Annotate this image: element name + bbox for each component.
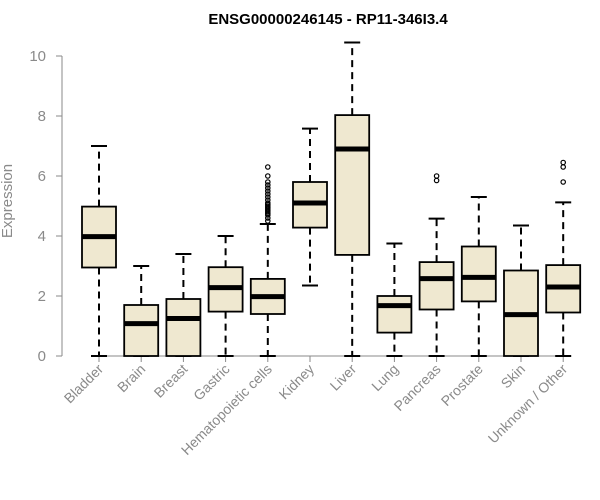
box-group — [334, 41, 371, 357]
x-tick-label: Skin — [498, 361, 529, 392]
x-tick-label: Bladder — [61, 361, 107, 407]
outlier-point — [264, 191, 271, 197]
box-group — [123, 265, 160, 357]
box-iqr — [334, 114, 371, 256]
y-tick-label: 2 — [38, 288, 46, 305]
y-tick-label: 4 — [38, 228, 46, 245]
box-iqr — [123, 304, 160, 357]
box-iqr — [460, 245, 497, 303]
x-tick-label: Brain — [114, 361, 148, 395]
outlier-point — [264, 173, 271, 179]
outlier-point — [560, 164, 567, 170]
box-group — [376, 242, 413, 357]
box-group — [249, 164, 286, 357]
outlier-point — [433, 177, 440, 184]
outlier-point — [264, 179, 271, 185]
outlier-point — [264, 182, 271, 188]
outlier-point — [264, 197, 271, 203]
x-tick-label: Breast — [151, 361, 191, 401]
box-group — [292, 127, 328, 287]
x-tick-label: Unknown / Other — [485, 361, 571, 447]
y-tick-label: 8 — [38, 108, 46, 125]
outlier-point — [264, 200, 271, 206]
box-group — [207, 235, 244, 357]
outlier-point — [264, 194, 271, 200]
outlier-point — [560, 159, 567, 166]
outlier-point — [560, 179, 567, 185]
y-tick-label: 10 — [29, 48, 46, 65]
y-tick-label: 0 — [38, 348, 46, 365]
box-group — [545, 159, 582, 357]
outlier-point — [264, 188, 271, 194]
box-group — [503, 224, 539, 357]
outlier-point — [264, 185, 271, 191]
y-tick-label: 6 — [38, 168, 46, 185]
x-tick-label: Lung — [368, 361, 401, 394]
box-iqr — [418, 261, 455, 311]
box-group — [165, 253, 202, 357]
x-tick-label: Pancreas — [391, 361, 444, 414]
box-group — [460, 196, 497, 357]
box-iqr — [376, 295, 413, 334]
boxes — [81, 41, 582, 357]
outlier-point — [264, 218, 271, 224]
outlier-point — [264, 164, 271, 170]
box-iqr — [165, 298, 202, 357]
x-tick-label: Prostate — [438, 361, 486, 409]
x-tick-label: Liver — [327, 361, 360, 394]
outlier-point — [433, 173, 440, 179]
box-group — [418, 173, 455, 357]
box-group — [81, 145, 117, 357]
chart-title: ENSG00000246145 - RP11-346I3.4 — [208, 11, 448, 28]
x-tick-label: Kidney — [276, 361, 318, 403]
y-ticks: 0 2 4 6 8 10 — [29, 48, 62, 365]
y-axis-label: Expression — [0, 164, 16, 238]
